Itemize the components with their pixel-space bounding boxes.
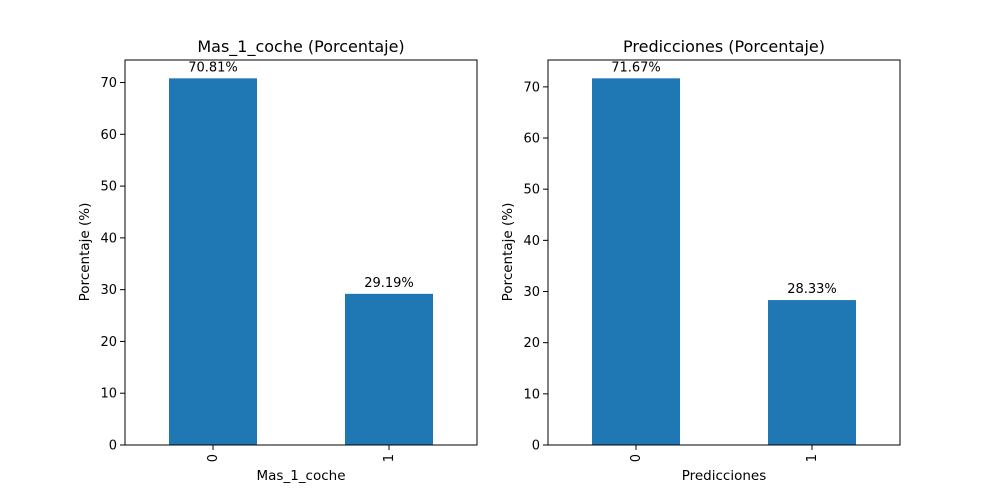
chart-title: Mas_1_coche (Porcentaje) <box>197 37 404 57</box>
x-axis-label: Predicciones <box>682 468 767 484</box>
x-tick-label-0: 0 <box>629 454 644 462</box>
y-tick-label-0: 0 <box>109 439 117 454</box>
y-axis: 0 10 20 30 40 50 60 70 <box>100 76 125 454</box>
y-tick-label-70: 70 <box>100 76 117 91</box>
chart-left: Mas_1_coche (Porcentaje) Porcentaje (%) … <box>77 37 478 484</box>
y-tick-label-20: 20 <box>523 336 540 351</box>
data-label-0: 70.81% <box>188 60 238 75</box>
y-tick-label-50: 50 <box>523 183 540 198</box>
y-tick-label-30: 30 <box>523 285 540 300</box>
data-label-1: 29.19% <box>364 276 414 291</box>
bars <box>592 78 856 445</box>
bar-0 <box>169 78 257 445</box>
bar-0 <box>592 78 680 445</box>
y-tick-label-30: 30 <box>100 283 117 298</box>
y-tick-label-60: 60 <box>523 132 540 147</box>
x-tick-label-1: 1 <box>382 454 397 462</box>
chart-title: Predicciones (Porcentaje) <box>623 37 825 56</box>
y-tick-label-60: 60 <box>100 128 117 143</box>
y-tick-label-40: 40 <box>523 234 540 249</box>
y-axis: 0 10 20 30 40 50 60 70 <box>523 80 548 454</box>
y-tick-label-10: 10 <box>523 387 540 402</box>
y-tick-label-0: 0 <box>532 439 540 454</box>
y-tick-label-50: 50 <box>100 180 117 195</box>
x-tick-label-0: 0 <box>206 454 221 462</box>
y-tick-label-10: 10 <box>100 387 117 402</box>
bars <box>169 78 433 445</box>
y-tick-label-40: 40 <box>100 231 117 246</box>
data-labels: 70.81% 29.19% <box>188 60 414 291</box>
y-axis-label: Porcentaje (%) <box>77 203 93 302</box>
bar-1 <box>768 300 856 445</box>
data-label-0: 71.67% <box>611 60 661 75</box>
data-label-1: 28.33% <box>787 282 837 297</box>
axes-frame <box>124 59 478 446</box>
x-tick-label-1: 1 <box>805 454 820 462</box>
data-labels: 71.67% 28.33% <box>611 60 837 297</box>
x-axis-label: Mas_1_coche <box>256 468 345 484</box>
bar-1 <box>345 293 433 445</box>
y-tick-label-70: 70 <box>523 80 540 95</box>
y-tick-label-20: 20 <box>100 335 117 350</box>
chart-right: Predicciones (Porcentaje) Porcentaje (%)… <box>500 37 901 484</box>
y-axis-label: Porcentaje (%) <box>500 203 516 302</box>
axes-frame <box>547 59 901 446</box>
